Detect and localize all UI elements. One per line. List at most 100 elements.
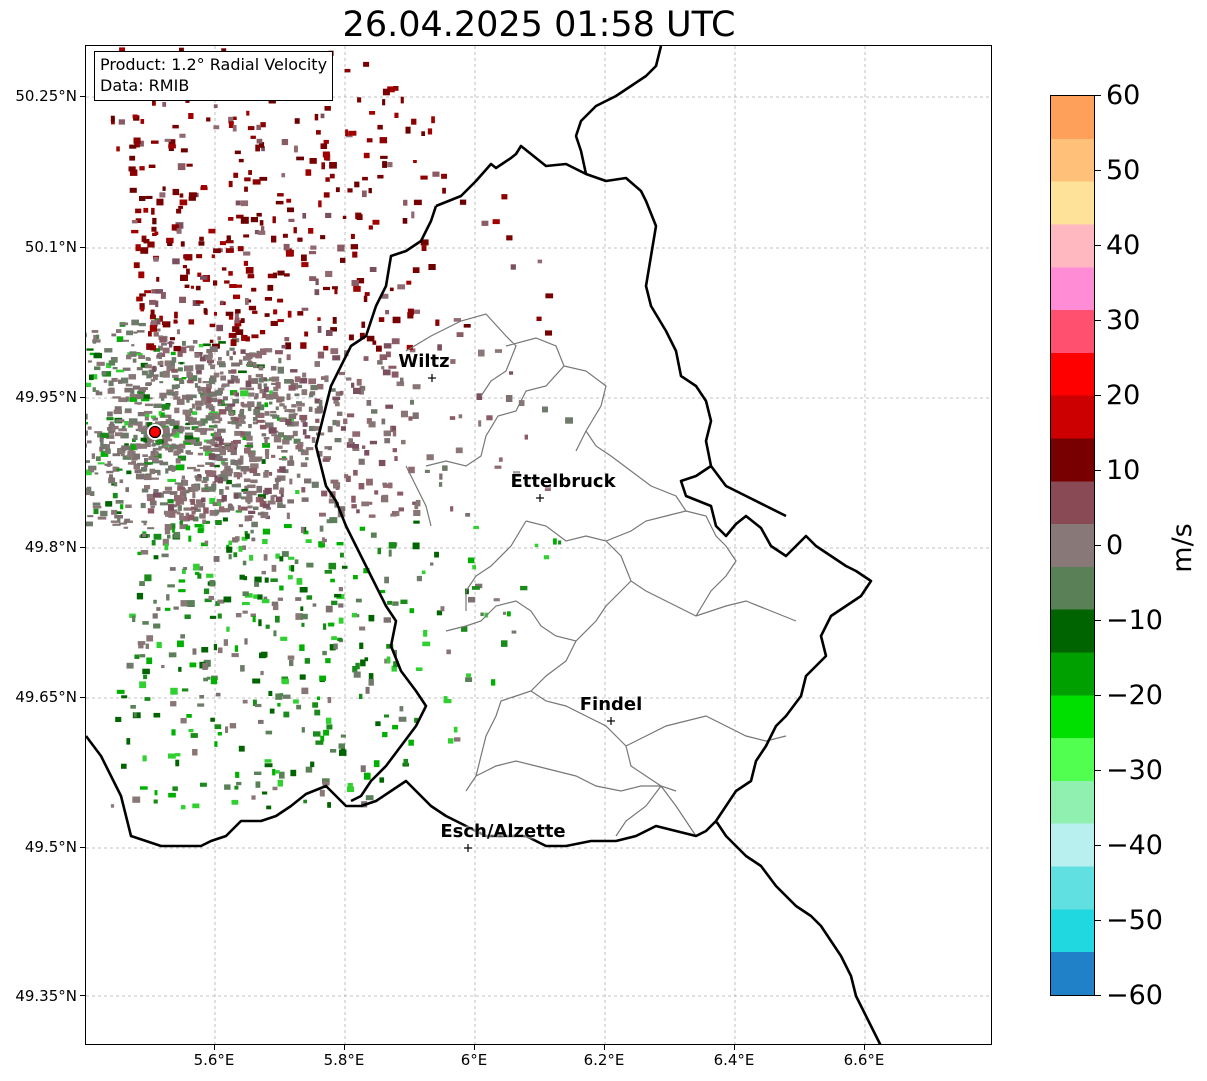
radar-echo — [325, 212, 332, 218]
radar-echo — [100, 510, 108, 517]
radar-echo — [313, 731, 321, 737]
radar-echo — [223, 596, 232, 603]
radar-echo — [491, 679, 496, 686]
radar-echo — [144, 574, 152, 582]
radar-echo — [118, 379, 123, 384]
radar-echo — [168, 504, 174, 511]
radar-echo — [206, 387, 211, 393]
radar-echo — [378, 317, 385, 322]
radar-echo — [255, 373, 264, 378]
radar-echo — [179, 199, 188, 206]
radar-echo — [161, 343, 167, 346]
radar-echo — [273, 484, 279, 490]
radar-echo — [312, 426, 320, 431]
radar-echo — [136, 330, 145, 333]
radar-echo — [201, 394, 209, 401]
radar-echo — [133, 463, 140, 470]
radar-echo — [230, 441, 238, 448]
radar-echo — [144, 290, 151, 294]
radar-echo — [146, 493, 156, 498]
radar-echo — [184, 435, 194, 440]
radar-echo — [239, 455, 244, 460]
radar-echo — [121, 763, 127, 769]
radar-echo — [149, 325, 157, 332]
radar-echo — [222, 462, 229, 466]
radar-echo — [104, 348, 113, 353]
radar-echo — [236, 483, 241, 488]
x-tick — [864, 1045, 865, 1050]
radar-echo — [256, 457, 260, 462]
radar-site-marker[interactable] — [148, 425, 162, 439]
radar-echo — [193, 468, 201, 472]
radar-echo — [465, 513, 471, 517]
radar-echo — [226, 235, 231, 241]
radar-echo — [192, 340, 198, 344]
radar-echo — [284, 379, 294, 384]
radar-echo — [172, 420, 180, 426]
radar-echo — [302, 422, 308, 427]
radar-echo — [293, 227, 297, 234]
radar-echo — [264, 411, 270, 416]
radar-echo — [189, 345, 194, 352]
radar-echo — [239, 574, 245, 580]
radar-echo — [188, 380, 194, 384]
radar-echo — [233, 172, 239, 178]
radar-echo — [325, 270, 333, 277]
radar-echo — [140, 362, 148, 368]
radar-echo — [144, 474, 152, 481]
radar-echo — [242, 560, 247, 566]
radar-echo — [288, 385, 296, 391]
radar-echo — [271, 564, 277, 572]
colorbar-label: 0 — [1106, 530, 1124, 561]
radar-echo — [277, 193, 284, 197]
radar-echo — [131, 229, 139, 234]
radar-echo — [213, 125, 220, 130]
radar-echo — [281, 173, 286, 178]
radar-echo — [386, 644, 394, 649]
radar-echo — [86, 491, 91, 496]
radar-echo — [279, 466, 286, 473]
radar-echo — [166, 427, 170, 431]
radar-echo — [294, 118, 300, 124]
radar-echo — [183, 493, 187, 500]
radar-echo — [281, 139, 289, 146]
radar-echo — [156, 439, 163, 445]
radar-echo — [167, 499, 174, 504]
radar-echo — [454, 737, 461, 742]
radar-echo — [329, 517, 338, 524]
radar-echo — [281, 551, 289, 557]
colorbar-label: −40 — [1106, 830, 1163, 861]
radar-echo — [259, 176, 268, 181]
radar-echo — [108, 477, 116, 484]
radar-echo — [245, 336, 250, 342]
map-panel[interactable] — [85, 45, 992, 1045]
radar-echo — [274, 477, 281, 482]
radar-echo — [409, 608, 415, 614]
colorbar-tick — [1095, 245, 1101, 246]
radar-echo — [189, 417, 197, 422]
radar-echo — [113, 409, 122, 415]
radar-echo — [176, 208, 182, 214]
radar-echo — [120, 432, 129, 439]
radar-echo — [169, 491, 178, 495]
radar-echo — [151, 226, 157, 232]
radar-echo — [382, 161, 387, 168]
radar-echo — [262, 503, 270, 509]
radar-echo — [443, 696, 448, 702]
radar-echo — [501, 640, 508, 647]
radar-echo — [361, 321, 366, 328]
radar-echo — [180, 512, 184, 519]
radar-echo — [314, 398, 321, 404]
radar-echo — [87, 360, 92, 363]
radar-echo — [203, 677, 208, 682]
radar-echo — [162, 347, 170, 354]
radar-echo — [383, 430, 391, 437]
radar-echo — [212, 435, 216, 440]
radar-echo — [258, 496, 264, 502]
radar-echo — [167, 534, 171, 539]
radar-echo — [207, 392, 214, 397]
radar-echo — [364, 657, 369, 662]
radar-echo — [173, 396, 181, 400]
radar-echo — [238, 158, 244, 163]
radar-echo — [196, 370, 202, 374]
